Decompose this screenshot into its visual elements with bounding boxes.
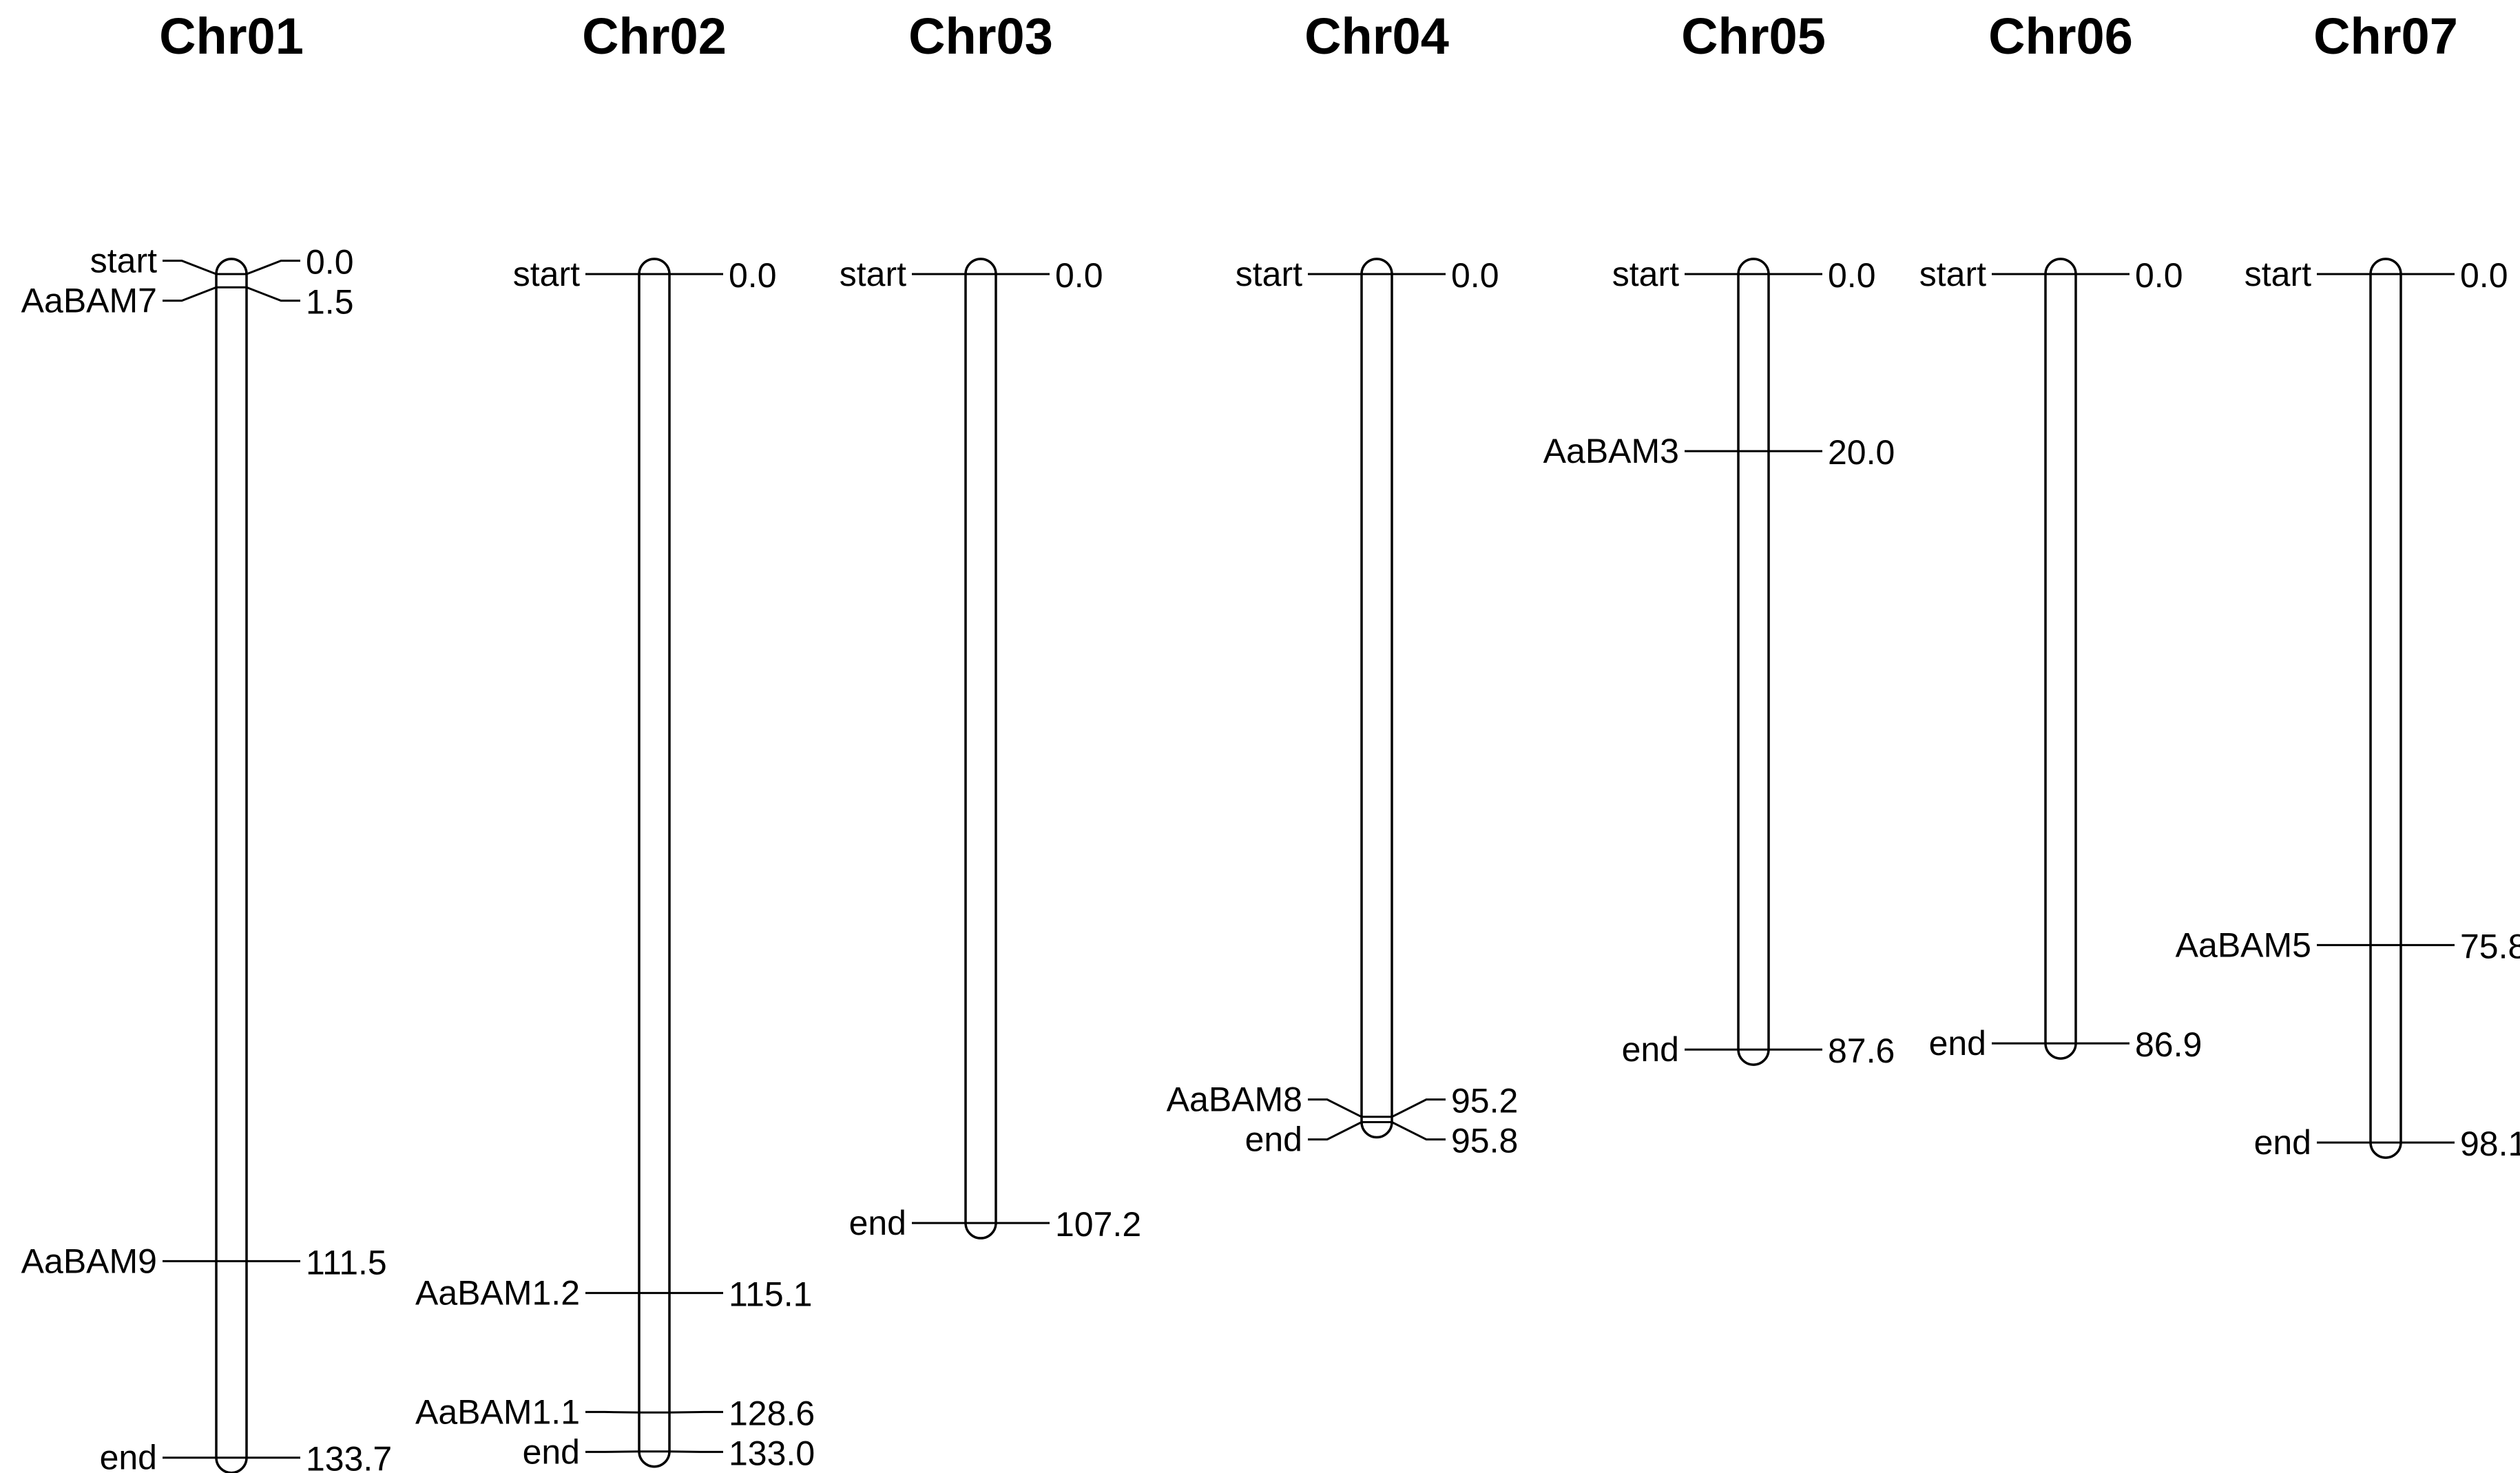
marker-position-chr04-start: 0.0 [1451, 256, 1499, 295]
marker-label-chr04-end: end [1245, 1120, 1302, 1159]
chromosome-title-chr07: Chr07 [2313, 8, 2458, 65]
marker-position-chr06-end: 86.9 [2135, 1025, 2202, 1064]
chromosome-body-chr03 [964, 258, 997, 1240]
chromosome-body-chr07 [2369, 258, 2402, 1159]
marker-position-chr07-end: 98.1 [2460, 1125, 2520, 1163]
marker-label-chr01-start: start [90, 242, 157, 280]
marker-label-chr07-aabam5: AaBAM5 [2176, 926, 2311, 964]
chromosome-body-chr05 [1737, 258, 1770, 1066]
marker-label-chr02-end: end [523, 1432, 580, 1471]
marker-label-chr07-end: end [2254, 1123, 2311, 1162]
marker-position-chr01-end: 133.7 [306, 1440, 392, 1473]
chromosome-title-chr06: Chr06 [1988, 8, 2133, 65]
marker-position-chr03-end: 107.2 [1055, 1205, 1141, 1244]
marker-tick-left-chr01-aabam7 [163, 286, 217, 302]
marker-position-chr03-start: 0.0 [1055, 256, 1103, 295]
marker-label-chr02-start: start [513, 255, 580, 293]
marker-label-chr04-start: start [1236, 255, 1302, 293]
marker-label-chr05-aabam3: AaBAM3 [1543, 432, 1679, 470]
marker-label-chr01-aabam9: AaBAM9 [21, 1242, 157, 1280]
chromosome-title-chr05: Chr05 [1681, 8, 1826, 65]
marker-label-chr04-aabam8: AaBAM8 [1167, 1080, 1302, 1119]
chromosome-title-chr02: Chr02 [582, 8, 727, 65]
marker-tick-right-chr04-aabam8 [1391, 1098, 1446, 1118]
marker-label-chr01-aabam7: AaBAM7 [21, 282, 157, 320]
marker-tick-left-chr01-start [163, 260, 217, 275]
chromosome-body-chr04 [1360, 258, 1393, 1139]
marker-position-chr06-start: 0.0 [2135, 256, 2183, 295]
chromosome-body-chr01 [215, 258, 248, 1473]
marker-position-chr05-end: 87.6 [1828, 1032, 1895, 1070]
marker-label-chr07-start: start [2245, 255, 2311, 293]
marker-position-chr07-start: 0.0 [2460, 256, 2508, 295]
marker-label-chr06-start: start [1919, 255, 1986, 293]
marker-position-chr02-aabam1-1: 128.6 [729, 1394, 815, 1432]
marker-label-chr03-end: end [849, 1204, 906, 1242]
marker-label-chr02-aabam1-1: AaBAM1.1 [415, 1392, 580, 1431]
chromosome-title-chr04: Chr04 [1304, 8, 1449, 65]
chromosome-title-chr03: Chr03 [908, 8, 1053, 65]
marker-position-chr02-start: 0.0 [729, 256, 777, 295]
marker-position-chr01-start: 0.0 [306, 243, 354, 282]
marker-position-chr04-end: 95.8 [1451, 1122, 1518, 1160]
marker-label-chr05-start: start [1612, 255, 1679, 293]
marker-position-chr05-aabam3: 20.0 [1828, 433, 1895, 472]
marker-position-chr02-aabam1-2: 115.1 [729, 1275, 812, 1314]
marker-position-chr01-aabam7: 1.5 [306, 283, 354, 322]
marker-position-chr01-aabam9: 111.5 [306, 1243, 387, 1282]
marker-position-chr05-start: 0.0 [1828, 256, 1876, 295]
marker-tick-left-chr04-end [1308, 1121, 1362, 1141]
marker-position-chr04-aabam8: 95.2 [1451, 1082, 1518, 1120]
chromosome-body-chr02 [638, 258, 671, 1468]
marker-position-chr02-end: 133.0 [729, 1434, 815, 1472]
marker-tick-right-chr01-start [246, 260, 300, 275]
marker-label-chr01-end: end [100, 1439, 157, 1473]
chromosome-title-chr01: Chr01 [159, 8, 304, 65]
marker-label-chr05-end: end [1622, 1030, 1679, 1069]
marker-label-chr06-end: end [1929, 1024, 1986, 1063]
marker-tick-left-chr04-aabam8 [1308, 1098, 1362, 1118]
marker-tick-right-chr01-aabam7 [246, 286, 300, 302]
marker-label-chr03-start: start [840, 255, 906, 293]
chromosome-body-chr06 [2044, 258, 2077, 1060]
marker-tick-right-chr04-end [1391, 1121, 1446, 1141]
marker-position-chr07-aabam5: 75.8 [2460, 927, 2520, 965]
marker-label-chr02-aabam1-2: AaBAM1.2 [415, 1274, 580, 1313]
